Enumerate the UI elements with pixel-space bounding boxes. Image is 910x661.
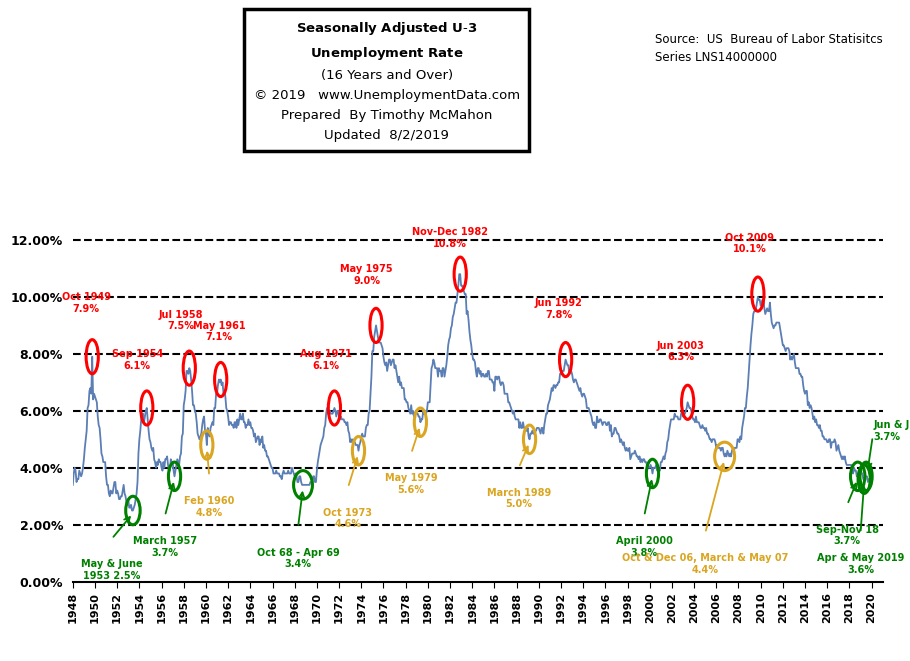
Text: Sep-Nov 18
3.7%: Sep-Nov 18 3.7% bbox=[815, 525, 879, 547]
Text: Nov-Dec 1982
10.8%: Nov-Dec 1982 10.8% bbox=[412, 227, 488, 249]
Text: March 1957
3.7%: March 1957 3.7% bbox=[133, 536, 197, 558]
Text: Oct 1973
4.6%: Oct 1973 4.6% bbox=[323, 508, 372, 529]
Text: Oct 2009
10.1%: Oct 2009 10.1% bbox=[725, 233, 774, 254]
Text: May & June
1953 2.5%: May & June 1953 2.5% bbox=[81, 559, 143, 580]
Text: Jun & Jul 2019
3.7%: Jun & Jul 2019 3.7% bbox=[874, 420, 910, 442]
Text: $\bf{Seasonally\ Adjusted\ U\text{-}3}$
$\bf{Unemployment\ Rate}$
(16 Years and : $\bf{Seasonally\ Adjusted\ U\text{-}3}$ … bbox=[254, 20, 520, 142]
Text: Oct & Dec 06, March & May 07
4.4%: Oct & Dec 06, March & May 07 4.4% bbox=[622, 553, 788, 575]
Text: Jul 1958
7.5%: Jul 1958 7.5% bbox=[158, 309, 203, 331]
Text: May 1975
9.0%: May 1975 9.0% bbox=[340, 264, 393, 286]
Text: Jun 2003
6.3%: Jun 2003 6.3% bbox=[657, 341, 704, 362]
Text: Oct 68 - Apr 69
3.4%: Oct 68 - Apr 69 3.4% bbox=[257, 547, 339, 569]
Text: Sep 1954
6.1%: Sep 1954 6.1% bbox=[112, 350, 163, 371]
Text: Jun 1992
7.8%: Jun 1992 7.8% bbox=[535, 298, 582, 320]
Text: May 1961
7.1%: May 1961 7.1% bbox=[193, 321, 246, 342]
Text: May 1979
5.6%: May 1979 5.6% bbox=[385, 473, 438, 495]
Text: Aug 1971
6.1%: Aug 1971 6.1% bbox=[299, 350, 351, 371]
Text: April 2000
3.8%: April 2000 3.8% bbox=[616, 536, 672, 558]
Text: March 1989
5.0%: March 1989 5.0% bbox=[487, 488, 551, 510]
Text: Source:  US  Bureau of Labor Statisitcs
Series LNS14000000: Source: US Bureau of Labor Statisitcs Se… bbox=[655, 33, 883, 64]
Text: Apr & May 2019
3.6%: Apr & May 2019 3.6% bbox=[817, 553, 905, 575]
Text: Oct 1949
7.9%: Oct 1949 7.9% bbox=[62, 292, 111, 314]
Text: Feb 1960
4.8%: Feb 1960 4.8% bbox=[184, 496, 235, 518]
